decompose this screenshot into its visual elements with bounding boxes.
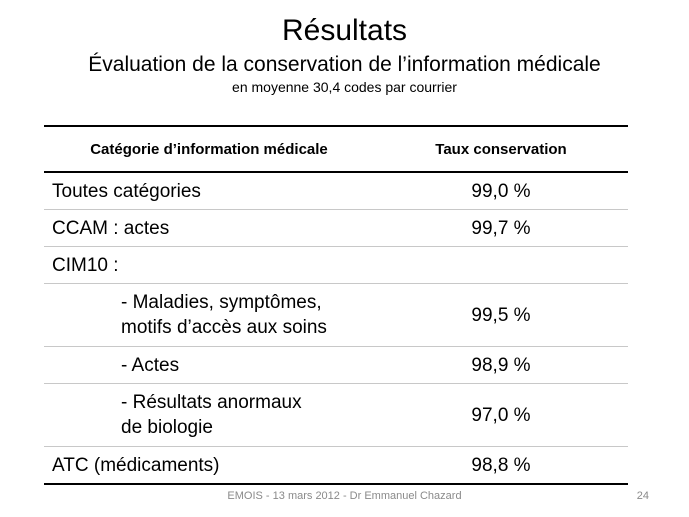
row-value: 99,0 %	[471, 180, 531, 202]
slide-subtitle: Évaluation de la conservation de l’infor…	[88, 53, 601, 76]
column-header-category: Catégorie d’information médicale	[90, 140, 328, 158]
table-row: - Actes 98,9 %	[44, 347, 628, 384]
row-label: - Actes	[121, 354, 180, 376]
row-label: ATC (médicaments)	[52, 454, 220, 476]
table-row: CIM10 :	[44, 247, 628, 284]
results-table: Catégorie d’information médicale Taux co…	[44, 125, 628, 485]
slide-subnote: en moyenne 30,4 codes par courrier	[232, 79, 457, 95]
row-label: CCAM : actes	[52, 217, 170, 239]
row-value: 99,7 %	[471, 217, 531, 239]
table-header-row: Catégorie d’information médicale Taux co…	[44, 127, 628, 173]
table-row: - Maladies, symptômes, motifs d’accès au…	[44, 284, 628, 347]
row-value: 97,0 %	[471, 404, 531, 426]
column-header-rate: Taux conservation	[435, 140, 567, 158]
row-label: - Maladies, symptômes, motifs d’accès au…	[121, 292, 327, 338]
row-label: - Résultats anormaux de biologie	[121, 392, 302, 438]
row-label: Toutes catégories	[52, 180, 201, 202]
slide-footer: EMOIS - 13 mars 2012 - Dr Emmanuel Chaza…	[227, 490, 462, 502]
table-row: - Résultats anormaux de biologie 97,0 %	[44, 384, 628, 447]
row-label: CIM10 :	[52, 254, 119, 276]
slide-title: Résultats	[281, 14, 408, 47]
row-value: 98,8 %	[471, 454, 531, 476]
page-number: 24	[636, 490, 649, 502]
table-row: Toutes catégories 99,0 %	[44, 173, 628, 210]
row-value: 98,9 %	[471, 354, 531, 376]
table-row: ATC (médicaments) 98,8 %	[44, 447, 628, 483]
row-value: 99,5 %	[471, 304, 531, 326]
table-row: CCAM : actes 99,7 %	[44, 210, 628, 247]
